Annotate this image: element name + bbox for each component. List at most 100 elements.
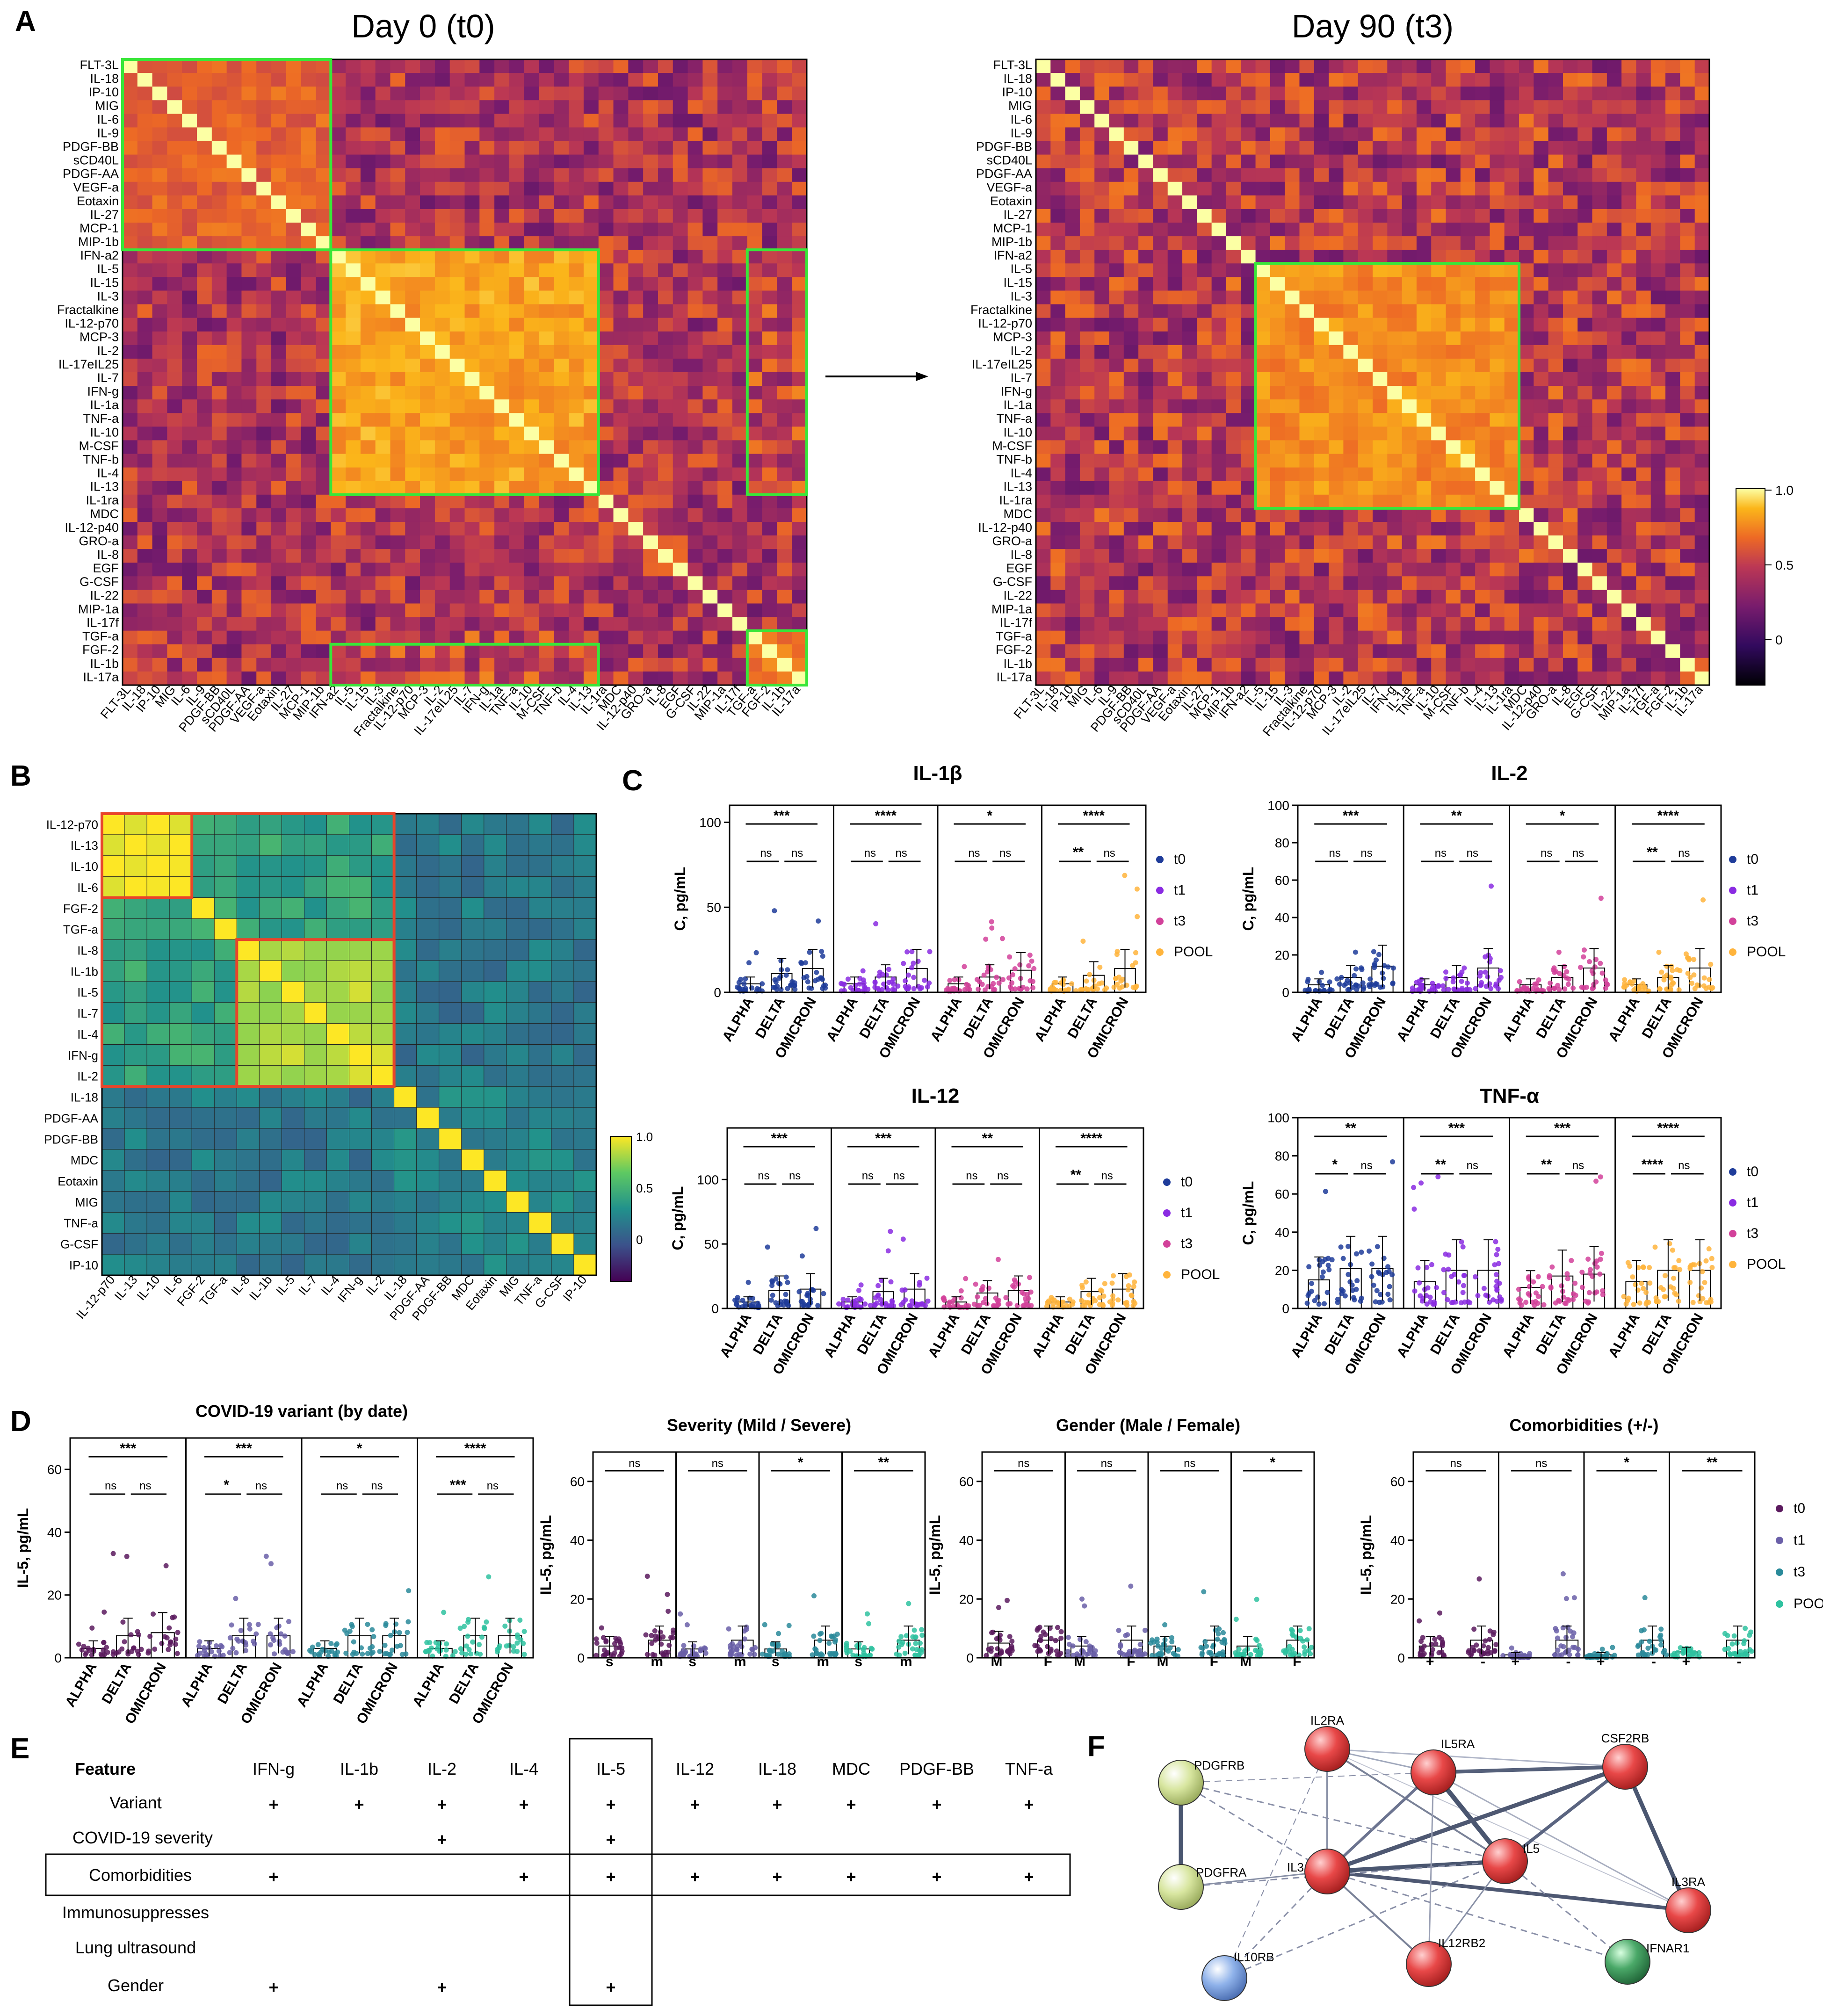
heatmap-cell xyxy=(732,277,747,291)
heatmap-cell xyxy=(1358,73,1373,87)
heatmap-cell xyxy=(643,59,658,73)
heatmap-cell xyxy=(658,100,673,114)
heatmap-cell xyxy=(1109,332,1124,346)
heatmap-cell xyxy=(227,644,242,658)
heatmap-cell xyxy=(1534,332,1548,346)
heatmap-cell xyxy=(420,468,435,482)
heatmap-cell xyxy=(152,182,167,196)
heatmap-cell xyxy=(1050,250,1065,264)
heatmap-cell xyxy=(152,481,167,495)
heatmap-cell xyxy=(688,223,703,237)
heatmap-cell xyxy=(1563,468,1578,482)
heatmap-cell xyxy=(1256,127,1271,141)
heatmap-cell xyxy=(658,481,673,495)
heatmap-cell xyxy=(643,168,658,182)
heatmap-cell xyxy=(212,386,227,400)
heatmap-cell xyxy=(1519,318,1534,332)
heatmap-cell xyxy=(1050,155,1065,169)
heatmap-row-label: IL-17a xyxy=(83,670,119,684)
heatmap-cell xyxy=(237,856,260,877)
heatmap-cell xyxy=(1036,658,1051,672)
heatmap-cell xyxy=(1241,576,1256,590)
heatmap-cell xyxy=(390,495,405,509)
heatmap-cell xyxy=(316,468,331,482)
heatmap-cell xyxy=(1636,155,1651,169)
heatmap-cell xyxy=(643,114,658,128)
heatmap-cell xyxy=(1285,359,1300,373)
heatmap-cell xyxy=(1592,155,1607,169)
heatmap-cell xyxy=(1548,332,1563,346)
heatmap-cell xyxy=(137,549,152,563)
heatmap-cell xyxy=(1577,549,1592,563)
heatmap-cell xyxy=(405,426,420,441)
heatmap-cell xyxy=(169,918,192,939)
heatmap-cell xyxy=(1446,182,1461,196)
heatmap-cell xyxy=(1197,155,1212,169)
heatmap-cell xyxy=(271,481,286,495)
heatmap-cell xyxy=(1373,576,1388,590)
heatmap-cell xyxy=(152,209,167,223)
heatmap-cell xyxy=(1168,209,1183,223)
heatmap-cell xyxy=(599,603,614,617)
heatmap-cell xyxy=(271,454,286,468)
heatmap-cell xyxy=(1446,386,1461,400)
heatmap-cell xyxy=(792,209,807,223)
heatmap-row-label: MIG xyxy=(75,1195,98,1209)
heatmap-cell xyxy=(1636,250,1651,264)
heatmap-cell xyxy=(1402,73,1417,87)
heatmap-cell xyxy=(1314,223,1329,237)
heatmap-cell xyxy=(479,73,494,87)
heatmap-cell xyxy=(614,59,629,73)
heatmap-cell xyxy=(1094,195,1109,210)
heatmap-cell xyxy=(628,155,643,169)
heatmap-cell xyxy=(282,835,304,856)
heatmap-cell xyxy=(1065,127,1080,141)
heatmap-cell xyxy=(1592,100,1607,114)
heatmap-cell xyxy=(316,386,331,400)
heatmap-cell xyxy=(346,345,361,359)
heatmap-cell xyxy=(792,603,807,617)
heatmap-cell xyxy=(1563,658,1578,672)
heatmap-cell xyxy=(227,617,242,631)
heatmap-cell xyxy=(1138,576,1153,590)
heatmap-cell xyxy=(227,535,242,549)
heatmap-cell xyxy=(214,939,237,961)
heatmap-cell xyxy=(574,1233,597,1254)
heatmap-cell xyxy=(1182,522,1197,536)
heatmap-cell xyxy=(450,508,465,522)
heatmap-cell xyxy=(286,277,301,291)
heatmap-cell xyxy=(1080,603,1095,617)
heatmap-cell xyxy=(1446,399,1461,413)
heatmap-cell xyxy=(1519,563,1534,577)
heatmap-cell xyxy=(584,127,599,141)
heatmap-cell xyxy=(529,897,552,918)
heatmap-cell xyxy=(551,1149,574,1171)
heatmap-cell xyxy=(1065,508,1080,522)
heatmap-cell xyxy=(1299,413,1314,427)
heatmap-cell xyxy=(1592,426,1607,441)
heatmap-cell xyxy=(212,318,227,332)
heatmap-cell xyxy=(361,590,376,604)
heatmap-cell xyxy=(286,100,301,114)
heatmap-cell xyxy=(777,345,792,359)
heatmap-cell xyxy=(420,508,435,522)
heatmap-cell xyxy=(688,332,703,346)
heatmap-cell xyxy=(1417,372,1432,386)
heatmap-cell xyxy=(539,603,554,617)
heatmap-cell xyxy=(271,236,286,250)
heatmap-cell xyxy=(152,250,167,264)
heatmap-cell xyxy=(1270,155,1285,169)
heatmap-cell xyxy=(316,644,331,658)
heatmap-cell xyxy=(147,1086,170,1107)
heatmap-cell xyxy=(628,468,643,482)
heatmap-cell xyxy=(227,590,242,604)
heatmap-cell xyxy=(1065,359,1080,373)
heatmap-cell xyxy=(658,399,673,413)
heatmap-cell xyxy=(1651,672,1666,686)
heatmap-cell xyxy=(462,939,485,961)
heatmap-cell xyxy=(1636,454,1651,468)
heatmap-cell xyxy=(390,332,405,346)
heatmap-cell xyxy=(1065,263,1080,277)
heatmap-cell xyxy=(1358,87,1373,101)
heatmap-cell xyxy=(435,263,450,277)
